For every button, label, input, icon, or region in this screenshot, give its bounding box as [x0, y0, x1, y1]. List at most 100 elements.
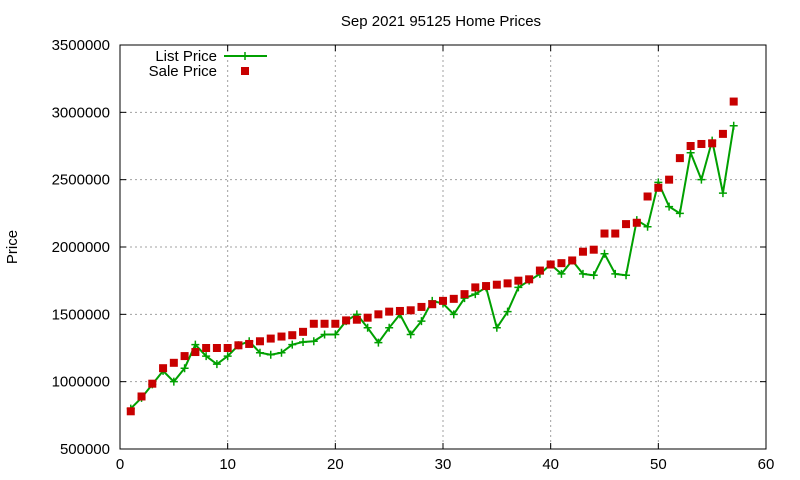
sale-price-point [406, 306, 415, 315]
sale-price-point [212, 344, 221, 352]
list-price-point [697, 175, 706, 184]
list-price-point [277, 348, 286, 357]
sale-price-point [471, 283, 480, 292]
sale-price-point [202, 344, 211, 352]
list-price-point [471, 290, 480, 299]
sale-price-point [331, 319, 340, 328]
sale-price-point [654, 183, 663, 192]
list-price-point [589, 271, 598, 280]
legend-label-sale-price: Sale Price [149, 63, 217, 80]
list-price-point [417, 317, 426, 326]
sale-price-point [385, 307, 394, 316]
sale-price-point [363, 313, 372, 322]
list-price-point [665, 202, 674, 211]
list-price-point [578, 269, 587, 278]
sale-price-point [492, 280, 501, 289]
y-axis-title: Price [4, 230, 21, 264]
sale-price-point [568, 256, 577, 265]
list-price-point [503, 307, 512, 316]
sale-price-point [234, 341, 243, 350]
x-tick-label: 20 [327, 456, 344, 473]
sale-price-point [137, 392, 146, 401]
sale-price-point [665, 175, 674, 184]
sale-price-point [503, 279, 512, 288]
list-price-point [331, 330, 340, 339]
y-tick-label: 500000 [60, 441, 110, 458]
sale-price-point [374, 310, 383, 319]
list-price-point [449, 310, 458, 319]
axis-ticks: 0 10 20 30 40 50 60 500000 1000000 1500000 2000000… [52, 37, 775, 473]
list-price-point [406, 330, 415, 339]
sale-price-point [449, 294, 458, 303]
legend: List Price Sale Price [149, 48, 267, 80]
x-tick-label: 40 [542, 456, 559, 473]
sale-price-point [718, 129, 727, 138]
list-price-point [675, 209, 684, 218]
list-price-point [374, 338, 383, 347]
sale-price-point [697, 139, 706, 148]
sale-price-point [675, 154, 684, 163]
legend-label-list-price: List Price [155, 48, 217, 65]
list-price-point [180, 364, 189, 373]
sale-price-point [729, 97, 738, 106]
sale-price-point [159, 364, 168, 373]
list-price-point [492, 323, 501, 332]
sale-price-point [460, 290, 469, 299]
list-price-line [130, 125, 735, 410]
list-price-point [622, 271, 631, 280]
list-price-point [611, 269, 620, 278]
legend-marker-list-price [241, 52, 249, 60]
sale-price-point [428, 300, 437, 309]
sale-price-point [266, 334, 275, 343]
sale-price-point [148, 379, 157, 388]
sale-price-point [245, 339, 254, 348]
list-price-point [223, 352, 232, 361]
legend-marker-sale-price [241, 67, 249, 75]
sale-price-point [611, 229, 620, 238]
series-layer [126, 97, 738, 416]
y-tick-label: 3000000 [52, 104, 110, 121]
list-price-point [309, 337, 318, 346]
sale-price-point [223, 344, 232, 352]
sale-price-point [342, 316, 351, 325]
y-tick-label: 2000000 [52, 239, 110, 256]
sale-price-point [320, 319, 329, 328]
sale-price-point [482, 282, 491, 291]
x-tick-label: 50 [650, 456, 667, 473]
list-price-point [212, 360, 221, 369]
sale-price-point [299, 327, 308, 336]
x-tick-label: 60 [758, 456, 775, 473]
y-tick-label: 3500000 [52, 37, 110, 54]
chart-title: Sep 2021 95125 Home Prices [341, 13, 541, 30]
sale-price-point [589, 245, 598, 254]
sale-price-point [255, 337, 264, 346]
list-price-point [191, 340, 200, 349]
sale-price-point [578, 247, 587, 256]
sale-price-point [169, 358, 178, 367]
y-tick-label: 2500000 [52, 172, 110, 189]
list-price-point [729, 121, 738, 130]
list-price-point [202, 352, 211, 361]
x-tick-label: 0 [116, 456, 124, 473]
y-tick-label: 1000000 [52, 374, 110, 391]
list-price-point [557, 269, 566, 278]
list-price-point [266, 350, 275, 359]
sale-price-point [191, 348, 200, 357]
list-price-point [600, 249, 609, 258]
sale-price-point [643, 192, 652, 201]
list-price-point [169, 377, 178, 386]
sale-price-point [395, 306, 404, 315]
sale-price-point [525, 275, 534, 284]
list-price-point [288, 340, 297, 349]
sale-price-point [352, 315, 361, 324]
sale-price-point [622, 220, 631, 229]
sale-price-point [600, 229, 609, 238]
sale-price-point [288, 331, 297, 340]
list-price-point [686, 148, 695, 157]
grid [120, 45, 766, 449]
sale-price-point [708, 139, 717, 148]
sale-price-point [417, 302, 426, 311]
list-price-point [299, 337, 308, 346]
sale-price-point [535, 266, 544, 275]
